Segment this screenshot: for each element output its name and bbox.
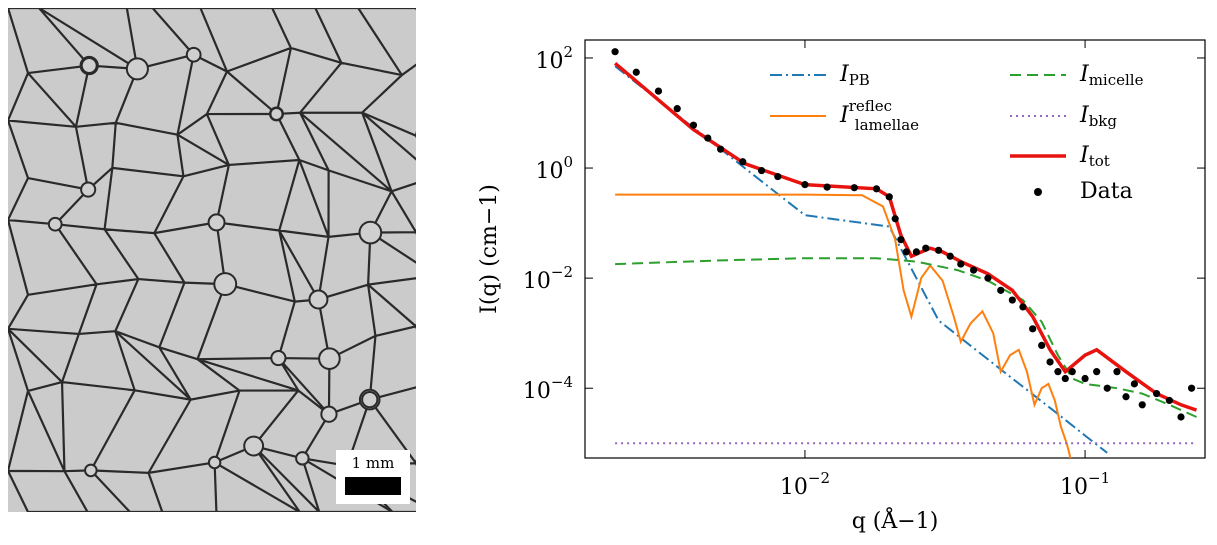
data-point bbox=[774, 172, 782, 181]
data-point bbox=[654, 87, 663, 95]
scale-bar-label: 1 mm bbox=[352, 454, 395, 472]
legend-label: Imicelle bbox=[1079, 62, 1144, 89]
data-point bbox=[1081, 374, 1089, 383]
plot-frame bbox=[584, 39, 1206, 459]
plot-area bbox=[611, 48, 1198, 458]
y-tick-label: 102 bbox=[535, 43, 573, 74]
small-cell bbox=[213, 272, 238, 297]
foam-network bbox=[8, 8, 416, 512]
data-point bbox=[1068, 368, 1076, 376]
small-cell bbox=[270, 349, 287, 367]
small-cell bbox=[318, 347, 341, 370]
data-point bbox=[1187, 384, 1196, 392]
data-point bbox=[1113, 368, 1121, 376]
data-point bbox=[689, 121, 698, 129]
data-point bbox=[872, 185, 881, 193]
small-cell bbox=[84, 463, 98, 478]
small-cell bbox=[320, 405, 338, 423]
data-point bbox=[823, 183, 831, 191]
small-cell bbox=[80, 57, 98, 75]
data-point bbox=[997, 286, 1005, 294]
y-axis-label: I(q) (cm−1) bbox=[477, 184, 502, 314]
x-axis-label: q (Å−1) bbox=[852, 506, 939, 534]
data-point bbox=[704, 134, 712, 142]
data-point bbox=[1061, 374, 1069, 383]
data-point bbox=[611, 48, 619, 56]
data-point bbox=[957, 260, 965, 268]
data-point bbox=[1038, 341, 1046, 349]
data-point bbox=[902, 248, 910, 256]
data-point bbox=[1029, 325, 1037, 333]
y-tick-label: 10−4 bbox=[523, 373, 573, 404]
series-line bbox=[615, 257, 1197, 418]
small-cell bbox=[295, 451, 310, 466]
small-cell bbox=[361, 390, 379, 409]
data-point bbox=[897, 236, 905, 244]
scale-bar bbox=[345, 477, 401, 495]
data-point bbox=[885, 193, 893, 201]
cell-wall bbox=[8, 8, 416, 512]
data-point bbox=[984, 274, 992, 282]
x-tick-label: 10−2 bbox=[780, 469, 830, 500]
data-point bbox=[912, 248, 921, 256]
data-point bbox=[1093, 368, 1101, 376]
data-point bbox=[757, 166, 766, 175]
small-cell bbox=[207, 213, 226, 232]
small-cell bbox=[358, 220, 383, 245]
y-tick-label: 100 bbox=[535, 153, 573, 184]
data-point bbox=[1122, 393, 1130, 401]
small-cell bbox=[47, 216, 63, 232]
small-cell bbox=[207, 455, 222, 470]
data-point bbox=[922, 244, 930, 252]
series-line bbox=[615, 193, 1072, 458]
legend-marker bbox=[1034, 188, 1042, 196]
small-cell bbox=[308, 289, 329, 310]
small-cell bbox=[269, 106, 284, 121]
data-point bbox=[673, 105, 681, 113]
data-point bbox=[1165, 396, 1173, 405]
legend-label: Ibkg bbox=[1079, 103, 1117, 130]
legend-label: Itot bbox=[1079, 143, 1110, 170]
data-point bbox=[934, 246, 943, 254]
data-point bbox=[1054, 368, 1062, 376]
micrograph bbox=[8, 8, 416, 512]
data-point bbox=[1177, 413, 1185, 421]
small-cell bbox=[243, 435, 265, 457]
small-cell bbox=[185, 46, 202, 63]
small-cell bbox=[80, 181, 97, 198]
data-point bbox=[632, 68, 640, 76]
data-point bbox=[1152, 389, 1161, 398]
data-point bbox=[717, 145, 725, 153]
legend-label: Data bbox=[1080, 179, 1133, 204]
legend-label: IPB bbox=[839, 62, 870, 89]
x-tick-label: 10−1 bbox=[1060, 469, 1110, 500]
data-point bbox=[891, 215, 899, 223]
small-cell bbox=[125, 57, 149, 81]
data-point bbox=[850, 184, 858, 192]
y-tick-label: 10−2 bbox=[523, 263, 573, 294]
data-point bbox=[1138, 401, 1146, 409]
data-point bbox=[946, 252, 954, 260]
data-point bbox=[801, 181, 809, 189]
data-point bbox=[969, 266, 978, 274]
legend-label: Ireflec lamellae bbox=[839, 97, 919, 134]
data-point bbox=[739, 158, 747, 166]
data-point bbox=[1130, 380, 1138, 388]
data-point bbox=[1008, 296, 1016, 304]
data-point bbox=[1019, 303, 1027, 311]
data-point bbox=[1046, 358, 1054, 366]
data-point bbox=[1103, 384, 1111, 392]
